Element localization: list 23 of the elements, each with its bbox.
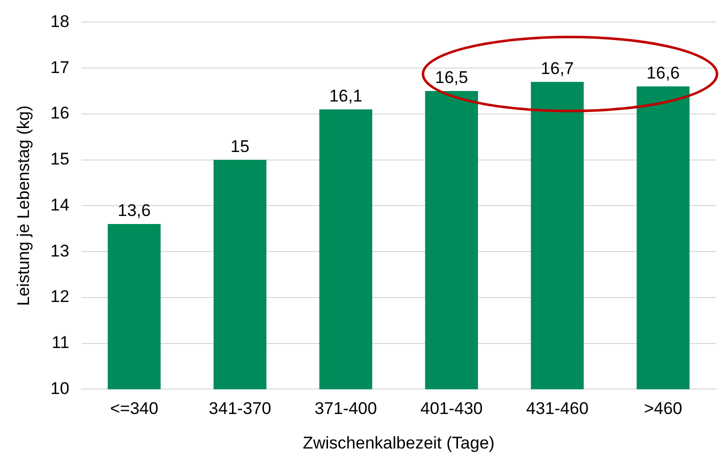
x-tick-label: 431-460 bbox=[526, 399, 589, 418]
y-tick-label: 14 bbox=[50, 195, 70, 214]
y-tick-label: 11 bbox=[52, 333, 70, 352]
data-label: 16,7 bbox=[540, 59, 574, 78]
y-tick-label: 15 bbox=[50, 150, 70, 169]
data-label: 16,5 bbox=[435, 68, 468, 88]
y-axis-title: Leistung je Lebenstag (kg) bbox=[14, 106, 33, 306]
x-tick-label: <=340 bbox=[110, 399, 158, 418]
x-tick-label: 401-430 bbox=[420, 399, 483, 418]
y-tick-label: 13 bbox=[50, 241, 70, 260]
data-label: 15 bbox=[230, 137, 250, 156]
x-tick-label: >460 bbox=[644, 399, 682, 418]
x-tick-label: 371-400 bbox=[314, 399, 377, 418]
x-axis-title: Zwischenkalbezeit (Tage) bbox=[302, 433, 495, 452]
y-tick-label: 18 bbox=[50, 12, 70, 31]
data-label: 16,1 bbox=[329, 86, 362, 106]
y-tick-label: 17 bbox=[50, 58, 70, 77]
y-tick-label: 10 bbox=[50, 378, 70, 398]
data-label: 16,6 bbox=[646, 64, 680, 83]
x-tick-label: 341-370 bbox=[208, 399, 272, 418]
y-tick-label: 12 bbox=[50, 287, 70, 306]
y-tick-label: 16 bbox=[50, 104, 70, 123]
data-label: 13,6 bbox=[118, 201, 151, 220]
